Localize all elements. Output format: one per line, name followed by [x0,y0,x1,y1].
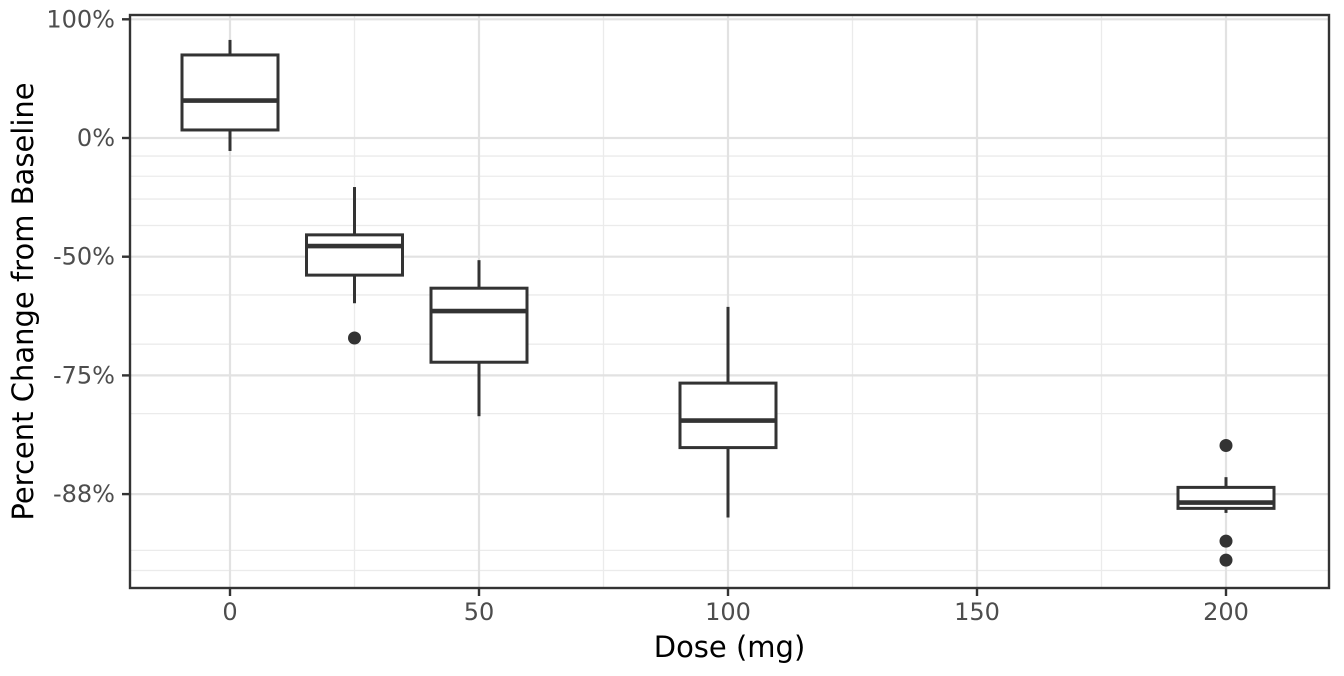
y-axis-tick-label: -75% [53,361,115,389]
x-axis-tick-label: 0 [222,598,237,626]
y-axis-tick-label: 0% [77,124,115,152]
y-axis-tick-label: -50% [53,243,115,271]
x-axis-tick-label: 200 [1203,598,1249,626]
y-axis-tick-label: 100% [46,5,115,33]
y-axis-tick-label: -88% [53,480,115,508]
box-dose-50 [429,260,529,417]
box-dose-0 [180,39,280,151]
iqr-box [429,286,529,364]
iqr-box [678,381,778,450]
x-axis-tick-label: 50 [464,598,495,626]
box-dose-25 [305,187,404,345]
y-axis-title: Percent Change from Baseline [6,82,40,520]
outlier-point [1219,534,1233,548]
outlier-point [1219,553,1233,567]
outlier-point [1219,439,1233,453]
iqr-box [180,53,280,132]
panel-border [128,13,1331,590]
x-axis-tick-label: 150 [954,598,1000,626]
iqr-box [305,233,404,277]
x-axis-title: Dose (mg) [654,630,806,664]
box-dose-100 [678,306,778,518]
outlier-point [348,331,361,345]
iqr-box [1176,485,1276,510]
box-dose-200 [1176,439,1276,567]
x-axis-tick-label: 100 [705,598,751,626]
